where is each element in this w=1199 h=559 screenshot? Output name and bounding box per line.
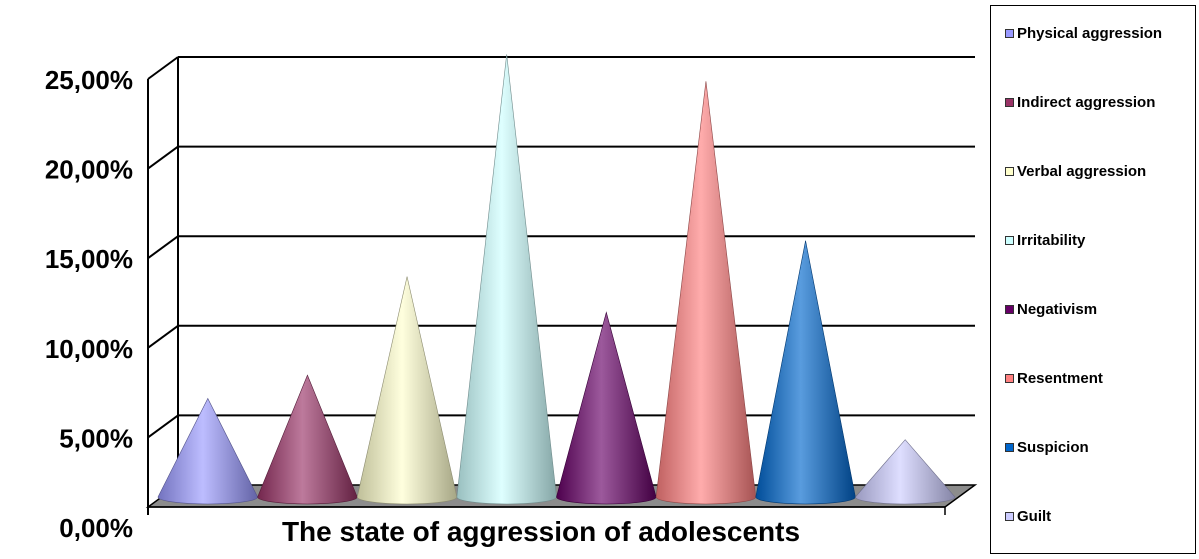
grid-layer (147, 56, 975, 439)
legend-swatch (1005, 512, 1014, 521)
legend: Physical aggression Indirect aggression Ve… (990, 5, 1196, 554)
cone-series (157, 54, 956, 505)
y-tick-label: 25,00% (45, 65, 133, 95)
legend-swatch (1005, 167, 1014, 176)
cone-negativism (556, 311, 657, 505)
legend-label: Resentment (1017, 370, 1103, 387)
legend-label: Verbal aggression (1017, 163, 1147, 180)
legend-label: Suspicion (1017, 439, 1089, 456)
legend-item: Resentment (1005, 371, 1103, 386)
legend-item: Indirect aggression (1005, 95, 1155, 110)
y-tick-label: 20,00% (45, 155, 133, 185)
cone-guilt (855, 439, 956, 505)
legend-label: Irritability (1017, 232, 1086, 249)
legend-swatch (1005, 305, 1014, 314)
legend-label: Indirect aggression (1017, 94, 1156, 111)
cone-verbal-aggression (356, 276, 458, 505)
legend-swatch (1005, 29, 1014, 38)
legend-label: Physical aggression (1017, 25, 1163, 42)
cone-resentment (655, 81, 757, 505)
legend-item: Verbal aggression (1005, 164, 1146, 179)
y-tick-label: 0,00% (59, 513, 133, 543)
cone-suspicion (755, 240, 856, 505)
legend-item: Physical aggression (1005, 26, 1162, 41)
legend-item: Irritability (1005, 233, 1085, 248)
gridline-diagonal (147, 145, 179, 170)
legend-swatch (1005, 374, 1014, 383)
gridline-diagonal (147, 56, 179, 80)
y-axis: 0,00% 5,00% 10,00% 15,00% 20,00% 25,00% (45, 57, 179, 543)
y-tick-label: 10,00% (45, 334, 133, 364)
y-tick-label: 15,00% (45, 244, 133, 274)
cone-irritability (456, 54, 557, 505)
gridline-diagonal (147, 324, 179, 349)
x-axis-label: The state of aggression of adolescents (282, 516, 800, 547)
legend-label: Negativism (1017, 301, 1098, 318)
legend-swatch (1005, 443, 1014, 452)
legend-swatch (1005, 236, 1014, 245)
legend-swatch (1005, 98, 1014, 107)
gridline-diagonal (147, 414, 179, 439)
legend-label: Guilt (1017, 508, 1052, 525)
cone-indirect-aggression (257, 374, 358, 505)
legend-item: Suspicion (1005, 440, 1089, 455)
cone-physical-aggression (157, 397, 258, 505)
gridline-diagonal (147, 235, 179, 260)
y-tick-label: 5,00% (59, 423, 133, 453)
legend-item: Negativism (1005, 302, 1097, 317)
legend-item: Guilt (1005, 509, 1051, 524)
